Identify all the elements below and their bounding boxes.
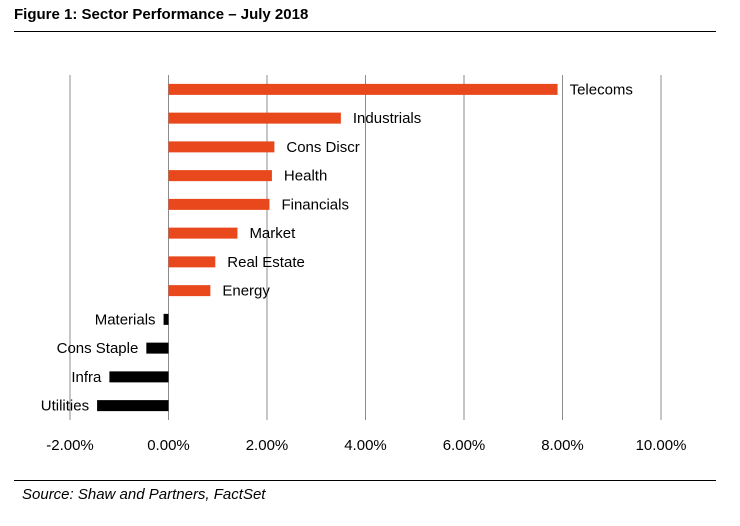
category-label: Telecoms	[570, 81, 633, 98]
source-rule	[14, 480, 716, 481]
category-label: Industrials	[353, 110, 421, 127]
bar	[97, 400, 169, 412]
figure-title: Figure 1: Sector Performance – July 2018	[14, 6, 309, 23]
bar	[168, 170, 272, 182]
bar	[168, 285, 211, 297]
x-tick-label: 4.00%	[344, 437, 387, 454]
grid-lines	[69, 75, 662, 420]
x-tick-label: 0.00%	[147, 437, 190, 454]
bar	[168, 227, 238, 239]
category-label: Market	[249, 225, 296, 242]
x-tick-label: -2.00%	[46, 437, 94, 454]
bar	[168, 112, 341, 124]
category-label: Health	[284, 168, 327, 185]
bars	[97, 83, 558, 412]
x-tick-label: 2.00%	[246, 437, 289, 454]
bar	[146, 342, 169, 354]
category-labels: Telecoms Industrials Cons Discr Health Finan…	[41, 81, 633, 414]
x-axis-tick-labels: -2.00% 0.00% 2.00% 4.00% 6.00% 8.00% 10.00%	[46, 437, 686, 454]
bar	[168, 141, 275, 153]
x-tick-label: 8.00%	[541, 437, 584, 454]
x-tick-label: 10.00%	[636, 437, 687, 454]
category-label: Financials	[281, 196, 349, 213]
category-label: Materials	[95, 311, 156, 328]
bar	[109, 371, 169, 383]
category-label: Cons Discr	[286, 139, 359, 156]
category-label: Utilities	[41, 398, 89, 415]
title-rule	[14, 31, 716, 32]
bar	[168, 83, 558, 95]
bar	[163, 313, 169, 325]
bar-chart: Telecoms Industrials Cons Discr Health Finan…	[41, 75, 686, 454]
category-label: Energy	[222, 283, 270, 300]
figure-source: Source: Shaw and Partners, FactSet	[22, 486, 266, 503]
bar	[168, 256, 216, 268]
x-tick-label: 6.00%	[443, 437, 486, 454]
bar	[168, 198, 270, 210]
category-label: Infra	[71, 369, 102, 386]
category-label: Cons Staple	[57, 340, 139, 357]
category-label: Real Estate	[227, 254, 305, 271]
